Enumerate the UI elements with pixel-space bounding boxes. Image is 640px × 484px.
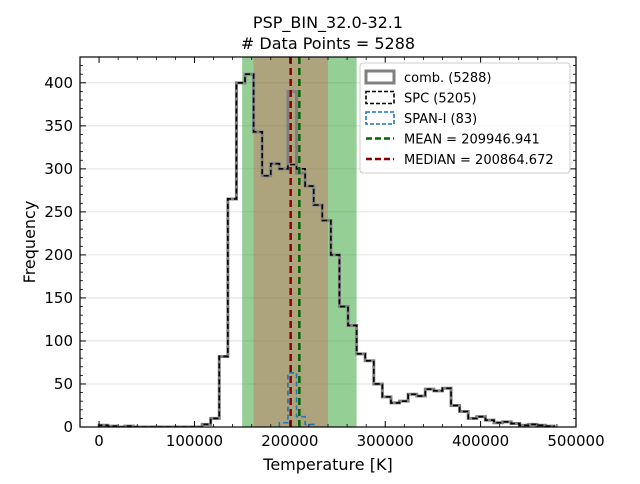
series-2-step <box>278 371 315 427</box>
y-tick-label-7: 350 <box>44 117 73 135</box>
legend-label-hist-1: SPC (5205) <box>404 92 477 107</box>
x-tick-label-0: 0 <box>94 432 104 450</box>
legend: comb. (5288) SPC (5205) SPAN-I (83) MEAN = … <box>359 62 571 174</box>
legend-swatch-series-2 <box>365 111 395 125</box>
legend-label-line-1: MEDIAN = 200864.672 <box>404 153 554 168</box>
chart-subtitle: # Data Points = 5288 <box>241 34 415 53</box>
y-tick-label-5: 250 <box>44 203 73 221</box>
y-axis-label: Frequency <box>20 201 39 284</box>
plot-area: 0 100000 200000 300000 400000 500000 0 50 100 150… <box>44 56 605 450</box>
y-tick-label-0: 0 <box>63 418 73 436</box>
x-tick-label-2: 200000 <box>261 432 318 450</box>
x-tick-label-1: 100000 <box>166 432 223 450</box>
y-tick-label-3: 150 <box>44 289 73 307</box>
legend-label-line-0: MEAN = 209946.941 <box>404 133 540 148</box>
x-tick-label-3: 300000 <box>357 432 414 450</box>
legend-box <box>359 62 571 174</box>
x-tick-label-4: 400000 <box>452 432 509 450</box>
y-tick-label-4: 200 <box>44 246 73 264</box>
y-tick-label-1: 50 <box>54 375 73 393</box>
legend-label-hist-2: SPAN-I (83) <box>404 112 477 127</box>
legend-swatch-series-0 <box>364 69 396 85</box>
y-tick-label-8: 400 <box>44 74 73 92</box>
legend-label-hist-0: comb. (5288) <box>404 71 492 86</box>
legend-swatch-series-1 <box>365 90 395 105</box>
data-layer <box>97 57 556 427</box>
x-axis-label: Temperature [K] <box>262 455 392 474</box>
series-1-step <box>98 73 555 427</box>
x-tick-label-5: 500000 <box>547 432 604 450</box>
chart-title: PSP_BIN_32.0-32.1 <box>253 13 403 33</box>
y-tick-label-6: 300 <box>44 160 73 178</box>
y-tick-label-2: 100 <box>44 332 73 350</box>
